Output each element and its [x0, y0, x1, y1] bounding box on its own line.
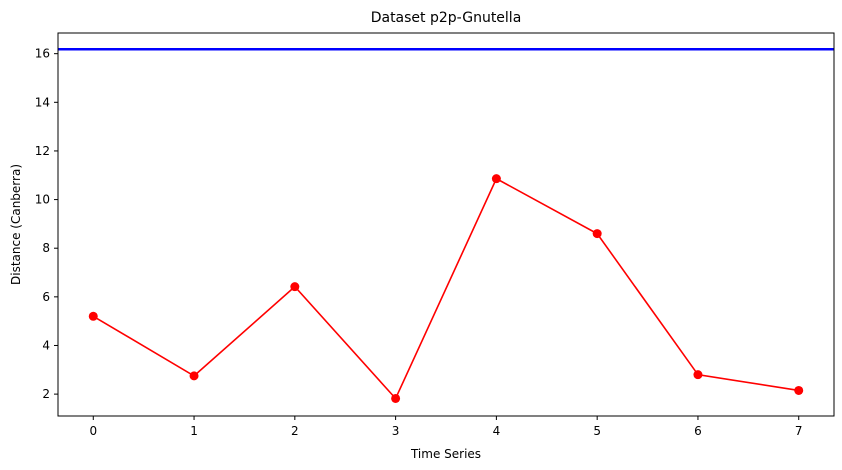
data-point	[189, 371, 199, 381]
data-point	[290, 282, 300, 292]
data-point	[88, 311, 98, 321]
x-tick-label: 6	[694, 424, 702, 438]
data-point	[592, 229, 602, 239]
y-tick-label: 14	[35, 95, 50, 109]
series-line	[92, 177, 799, 400]
x-tick-label: 3	[392, 424, 400, 438]
data-point	[491, 174, 501, 184]
x-tick-label: 1	[190, 424, 198, 438]
axes-frame	[57, 32, 835, 417]
plot-area	[58, 48, 834, 403]
x-tick-label: 0	[89, 424, 97, 438]
y-tick-label: 4	[42, 338, 50, 352]
y-tick-label: 10	[35, 193, 50, 207]
y-axis: 2 4 6 8 10 12 14 16	[35, 47, 58, 401]
chart-title: Dataset p2p-Gnutella	[371, 10, 522, 26]
y-tick-label: 12	[35, 144, 50, 158]
y-tick-label: 8	[42, 241, 50, 255]
y-tick-label: 6	[42, 290, 50, 304]
y-tick-label: 2	[42, 387, 50, 401]
x-tick-label: 2	[291, 424, 299, 438]
x-tick-label: 4	[493, 424, 501, 438]
x-axis-title: Time Series	[410, 447, 481, 461]
y-axis-title: Distance (Canberra)	[9, 164, 23, 285]
x-tick-label: 5	[593, 424, 601, 438]
data-point	[391, 393, 401, 403]
data-point	[693, 370, 703, 380]
x-tick-label: 7	[795, 424, 803, 438]
data-point	[794, 385, 804, 395]
y-tick-label: 16	[35, 47, 50, 61]
x-axis: 0 1 2 3 4 5 6 7	[89, 416, 803, 438]
